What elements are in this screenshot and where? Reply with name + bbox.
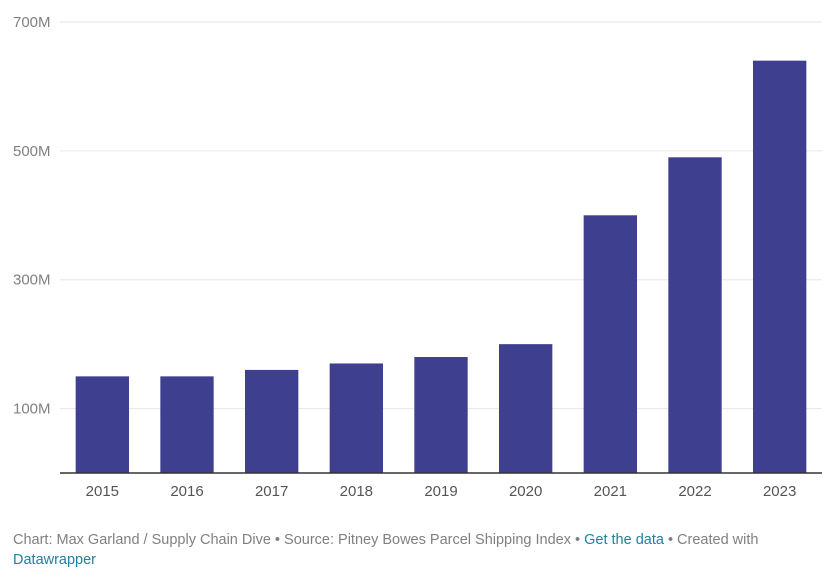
y-tick-label: 500M: [13, 143, 51, 160]
y-tick-label: 100M: [13, 401, 51, 418]
bar-2017: [244, 369, 299, 473]
get-the-data-link[interactable]: Get the data: [584, 532, 664, 548]
y-axis-tick-labels: 100M 300M 500M 700M: [13, 14, 51, 418]
x-tick-label: 2022: [678, 483, 711, 500]
bars: [75, 60, 807, 474]
x-axis-tick-labels: 2015 2016 2017 2018 2019 2020 2021 2022 2023: [86, 483, 797, 500]
chart-footer: Chart: Max Garland / Supply Chain Dive •…: [13, 530, 813, 570]
x-tick-label: 2018: [340, 483, 373, 500]
bar-2018: [329, 363, 384, 473]
bar-2023: [752, 60, 807, 474]
bar-2019: [414, 357, 468, 473]
x-tick-label: 2019: [424, 483, 457, 500]
x-tick-label: 2023: [763, 483, 796, 500]
bar-2022: [668, 157, 722, 474]
x-tick-label: 2021: [594, 483, 627, 500]
bar-2015: [75, 376, 130, 473]
x-tick-label: 2016: [170, 483, 203, 500]
x-tick-label: 2020: [509, 483, 542, 500]
bar-2021: [583, 215, 638, 474]
bar-2020: [498, 344, 553, 473]
bar-chart: 100M 300M 500M 700M 2015 2016 2017 2018 2019 202…: [13, 14, 822, 500]
bar-2016: [160, 376, 214, 473]
datawrapper-link[interactable]: Datawrapper: [13, 552, 97, 568]
y-tick-label: 700M: [13, 14, 51, 31]
x-tick-label: 2015: [86, 483, 119, 500]
y-tick-label: 300M: [13, 272, 51, 289]
credit-source-text: Chart: Max Garland / Supply Chain Dive •…: [13, 532, 585, 548]
created-with-text: • Created with: [663, 532, 759, 548]
x-tick-label: 2017: [255, 483, 288, 500]
